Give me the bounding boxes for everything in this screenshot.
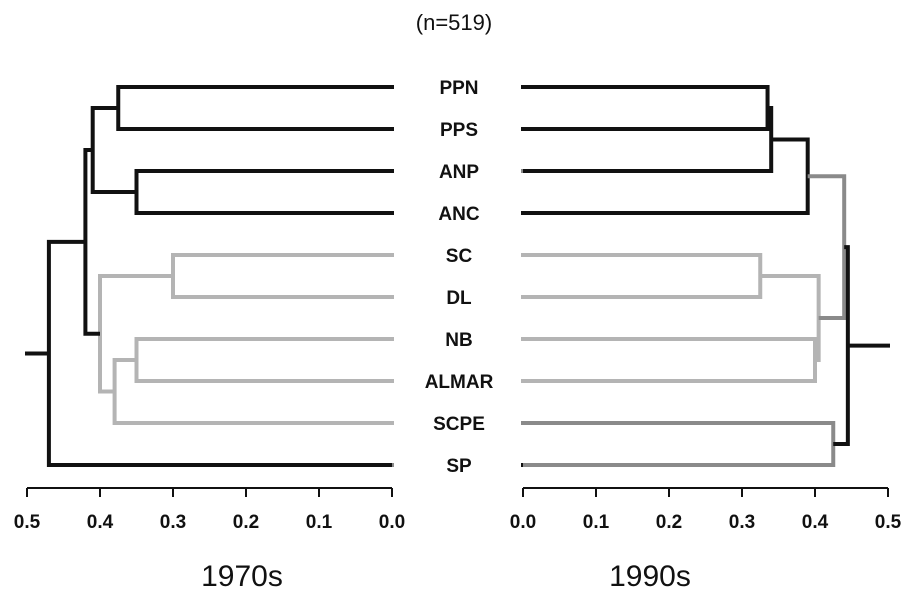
tick-label: 0.5 — [14, 512, 41, 533]
tick-label: 0.3 — [160, 512, 186, 533]
merge-m4 — [134, 337, 392, 383]
tick-label: 0.2 — [656, 512, 682, 533]
merge-m7 — [90, 106, 137, 194]
dendrogram-1970s: 0.5 0.4 0.3 0.2 0.1 0.0 — [14, 85, 405, 533]
merge-m1 — [116, 85, 392, 131]
tick-label: 0.4 — [802, 512, 829, 533]
merge-n4 — [523, 253, 763, 299]
period-label-1970s: 1970s — [201, 560, 283, 593]
tick-label: 0.0 — [379, 512, 405, 533]
leaf-label-anc: ANC — [438, 204, 479, 225]
leaf-label-sp: SP — [446, 456, 472, 477]
merge-link-n7 — [523, 421, 836, 467]
tick-label: 0.2 — [233, 512, 259, 533]
merge-link-n1 — [523, 85, 770, 131]
period-label-1990s: 1990s — [609, 560, 691, 593]
tick-label: 0.3 — [729, 512, 755, 533]
tick-label: 0.0 — [510, 512, 536, 533]
merge-link-n3 — [523, 137, 810, 215]
axis: 0.0 0.1 0.2 0.3 0.4 0.5 — [510, 487, 902, 533]
tick-label: 0.1 — [583, 512, 610, 533]
leaf-label-sc: SC — [446, 246, 473, 267]
leaf-label-ppn: PPN — [439, 78, 478, 99]
merge-link-m5 — [112, 358, 392, 425]
dendrogram-1990s: 0.0 0.1 0.2 0.3 0.4 0.5 — [510, 85, 902, 533]
merge-link-m2 — [134, 169, 392, 215]
leaf-label-nb: NB — [445, 330, 472, 351]
merge-n7 — [523, 421, 836, 467]
merge-link-n2 — [523, 106, 774, 173]
sample-size-label: (n=519) — [415, 10, 493, 35]
merge-link-m4 — [134, 337, 392, 383]
merge-n5 — [523, 337, 817, 383]
merge-link-m1 — [116, 85, 392, 131]
leaf-labels: PPN PPS ANP ANC SC DL NB ALMAR SCPE SP — [425, 78, 494, 477]
merge-link-n8 — [807, 174, 847, 320]
merge-m3 — [171, 253, 392, 299]
leaf-label-dl: DL — [446, 288, 472, 309]
merge-link-n6 — [760, 274, 821, 362]
leaf-label-anp: ANP — [439, 162, 479, 183]
merge-m5 — [112, 358, 392, 425]
merge-n3 — [523, 137, 810, 215]
merge-link-m3 — [171, 253, 392, 299]
axis: 0.5 0.4 0.3 0.2 0.1 0.0 — [14, 487, 405, 533]
tick-label: 0.1 — [306, 512, 333, 533]
merge-n8 — [807, 174, 847, 320]
merge-n6 — [760, 274, 821, 362]
leaf-label-scpe: SCPE — [433, 414, 485, 435]
leaf-label-pps: PPS — [440, 120, 478, 141]
merge-n2 — [523, 106, 774, 173]
merge-link-n5 — [523, 337, 817, 383]
tick-label: 0.4 — [87, 512, 114, 533]
tick-label: 0.5 — [875, 512, 902, 533]
merge-link-m7 — [90, 106, 137, 194]
leaf-label-almar: ALMAR — [425, 372, 494, 393]
merge-m2 — [134, 169, 392, 215]
merge-n1 — [523, 85, 770, 131]
merge-link-n4 — [523, 253, 763, 299]
